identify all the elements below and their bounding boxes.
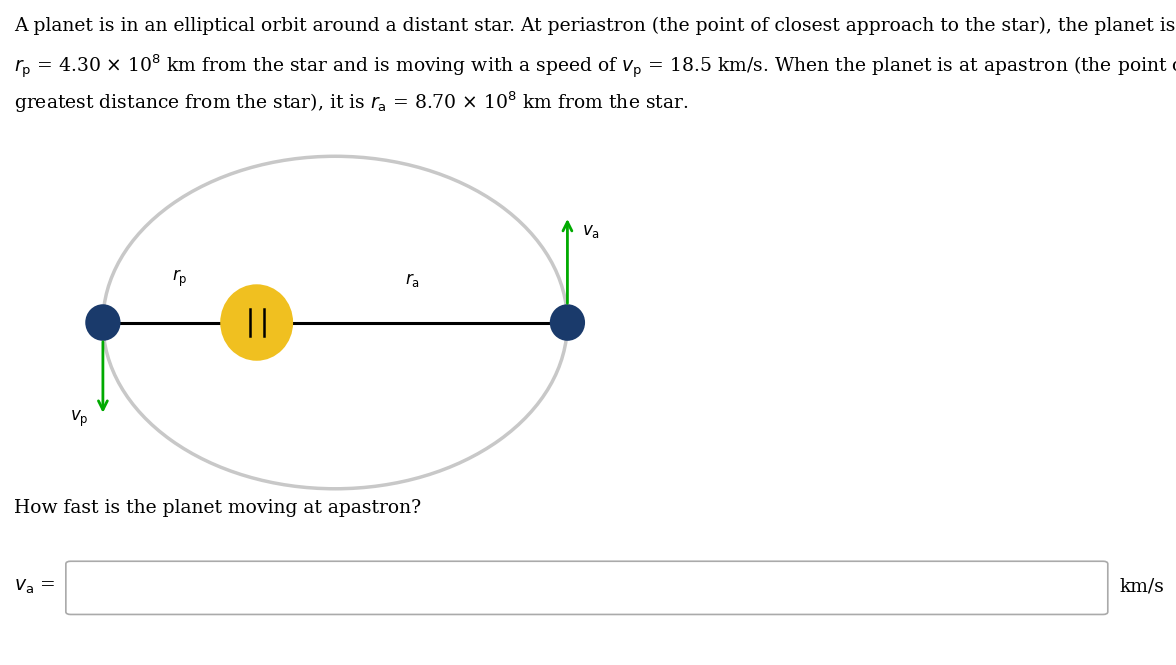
Text: How fast is the planet moving at apastron?: How fast is the planet moving at apastro… — [14, 499, 421, 517]
Text: $r_{\mathrm{p}}$: $r_{\mathrm{p}}$ — [172, 268, 187, 289]
Text: km/s: km/s — [1120, 577, 1164, 596]
Text: A planet is in an elliptical orbit around a distant star. At periastron (the poi: A planet is in an elliptical orbit aroun… — [14, 17, 1176, 35]
Text: greatest distance from the star), it is $r_{\mathrm{a}}$ = 8.70 $\times$ 10$^{8}: greatest distance from the star), it is … — [14, 90, 689, 115]
Ellipse shape — [549, 304, 584, 340]
Text: $r_{\mathrm{a}}$: $r_{\mathrm{a}}$ — [405, 271, 420, 289]
Text: $v_{\mathrm{p}}$: $v_{\mathrm{p}}$ — [71, 409, 88, 429]
Ellipse shape — [85, 304, 120, 340]
Text: $r_{\mathrm{p}}$ = 4.30 $\times$ 10$^{8}$ km from the star and is moving with a : $r_{\mathrm{p}}$ = 4.30 $\times$ 10$^{8}… — [14, 53, 1176, 81]
Text: $v_{\mathrm{a}}$: $v_{\mathrm{a}}$ — [581, 223, 600, 240]
Text: $v_{\mathrm{a}}$ =: $v_{\mathrm{a}}$ = — [14, 577, 55, 596]
Ellipse shape — [220, 284, 293, 360]
